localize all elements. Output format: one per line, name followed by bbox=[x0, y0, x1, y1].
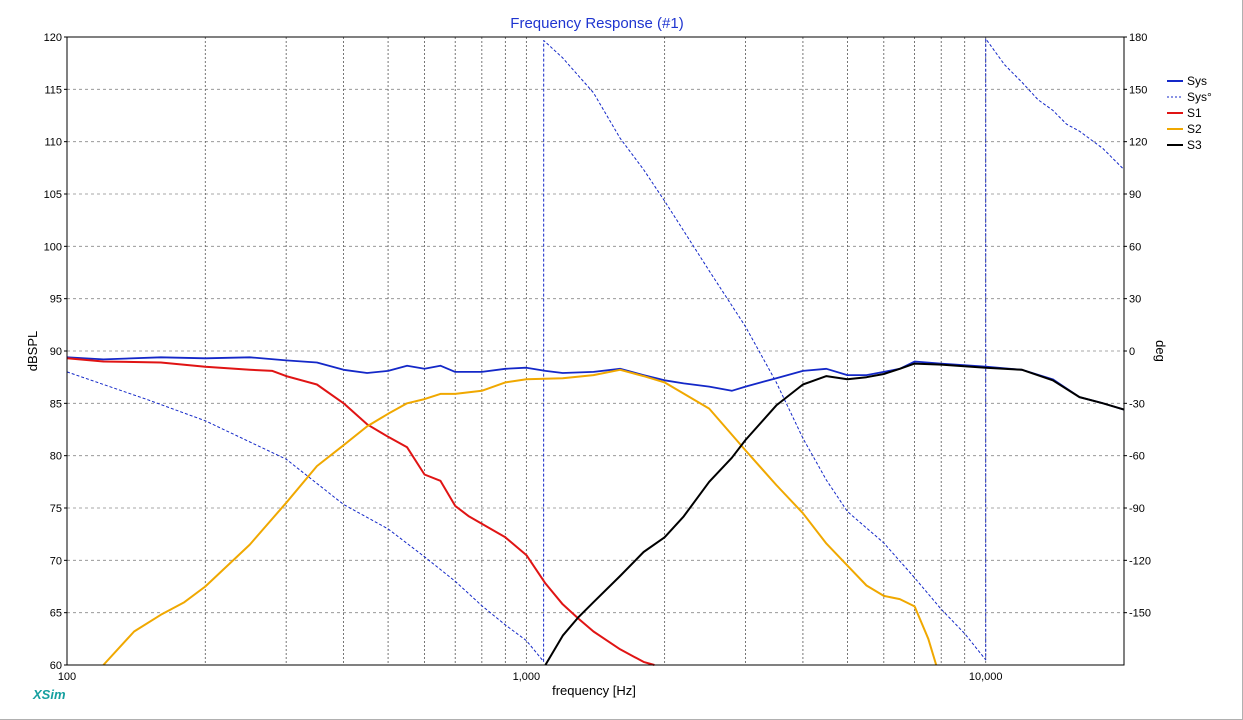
series-line-4 bbox=[544, 362, 1125, 666]
y-tick-label: 75 bbox=[50, 503, 62, 515]
series-line-1 bbox=[66, 38, 1125, 662]
y-tick-label: 80 bbox=[50, 451, 62, 463]
y2-tick-label: 60 bbox=[1129, 241, 1141, 253]
chart-title: Frequency Response (#1) bbox=[510, 15, 683, 32]
y2-tick-label: 30 bbox=[1129, 294, 1141, 306]
plot-series bbox=[66, 38, 1125, 666]
y2-tick-label: 90 bbox=[1129, 189, 1141, 201]
y2-tick-label: -150 bbox=[1129, 608, 1151, 620]
y2-tick-label: -30 bbox=[1129, 398, 1145, 410]
y-axis-title: dBSPL bbox=[25, 331, 40, 371]
y-tick-label: 65 bbox=[50, 608, 62, 620]
y-tick-label: 95 bbox=[50, 294, 62, 306]
y2-tick-label: -90 bbox=[1129, 503, 1145, 515]
y-tick-label: 100 bbox=[44, 241, 62, 253]
y-tick-label: 105 bbox=[44, 189, 62, 201]
xsim-logo: XSim bbox=[32, 687, 66, 702]
tick-labels: 120 115 110 105 100 95 90 85 80 75 70 65 60 180 150 120… bbox=[44, 32, 1151, 683]
y2-tick-label: 120 bbox=[1129, 137, 1147, 149]
grid-lines bbox=[67, 37, 1124, 665]
x-tick-label: 100 bbox=[58, 671, 76, 683]
y-tick-label: 70 bbox=[50, 555, 62, 567]
legend-label: Sys° bbox=[1187, 90, 1212, 104]
y2-axis-title: deg bbox=[1153, 340, 1168, 362]
legend-label: S1 bbox=[1187, 106, 1202, 120]
y2-tick-label: -60 bbox=[1129, 451, 1145, 463]
legend-label: Sys bbox=[1187, 74, 1207, 88]
y2-tick-label: 0 bbox=[1129, 346, 1135, 358]
series-line-2 bbox=[66, 357, 655, 666]
legend-label: S2 bbox=[1187, 122, 1202, 136]
y-tick-label: 90 bbox=[50, 346, 62, 358]
series-line-3 bbox=[102, 368, 938, 666]
y2-tick-label: 180 bbox=[1129, 32, 1147, 44]
y2-tick-label: -120 bbox=[1129, 555, 1151, 567]
x-tick-label: 10,000 bbox=[969, 671, 1003, 683]
y-tick-label: 85 bbox=[50, 398, 62, 410]
y-tick-label: 60 bbox=[50, 660, 62, 672]
x-axis-title: frequency [Hz] bbox=[552, 683, 636, 698]
y-tick-label: 110 bbox=[44, 137, 62, 149]
series-line-0 bbox=[66, 356, 1125, 411]
y-tick-label: 115 bbox=[44, 84, 62, 96]
legend: Sys Sys° S1 S2 S3 bbox=[1167, 74, 1212, 152]
x-tick-label: 1,000 bbox=[513, 671, 541, 683]
y-tick-label: 120 bbox=[44, 32, 62, 44]
plot-frame bbox=[66, 36, 1125, 666]
y2-tick-label: 150 bbox=[1129, 84, 1147, 96]
legend-label: S3 bbox=[1187, 138, 1202, 152]
